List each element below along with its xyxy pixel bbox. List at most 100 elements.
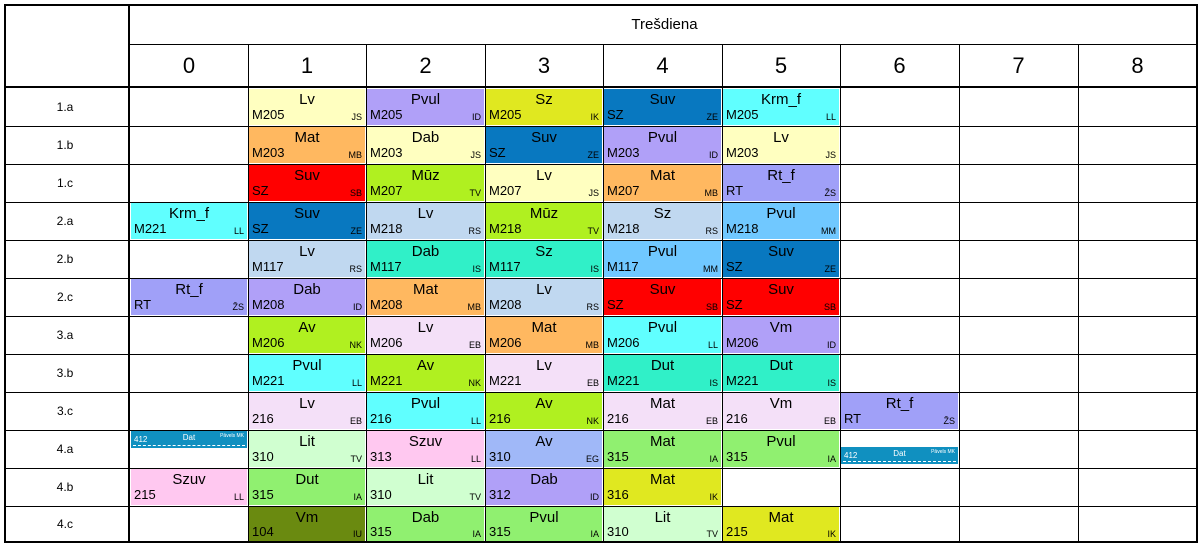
lesson-cell[interactable]: Lv M203 JS: [723, 127, 839, 163]
lesson-subject: Dab: [530, 471, 558, 488]
class-column-rule: [128, 4, 130, 543]
lesson-cell[interactable]: Sz M117 IS: [486, 241, 602, 277]
lesson-subject: Av: [298, 319, 316, 336]
lesson-cell[interactable]: Lit 310 TV: [367, 469, 484, 505]
lesson-cell[interactable]: Vm 216 EB: [723, 393, 839, 429]
lesson-cell[interactable]: Mūz M207 TV: [367, 165, 484, 201]
lesson-room: RT: [726, 183, 744, 198]
lesson-subject: Rt_f: [175, 281, 203, 298]
lesson-cell[interactable]: Mūz M218 TV: [486, 203, 602, 239]
lesson-cell[interactable]: Rt_f RT ŽS: [841, 393, 958, 429]
lesson-room: M117: [252, 259, 284, 274]
lesson-teacher: EB: [349, 416, 362, 426]
lesson-cell[interactable]: Lv M208 RS: [486, 279, 602, 315]
lesson-cell[interactable]: Lv 216 EB: [249, 393, 365, 429]
lesson-room: M218: [607, 221, 640, 236]
class-label-4.c: 4.c: [56, 517, 73, 531]
lesson-teacher: IS: [709, 378, 718, 388]
lesson-cell[interactable]: Pvul M206 LL: [604, 317, 721, 353]
lesson-subject: Suv: [768, 281, 794, 298]
lesson-cell[interactable]: Pvul 315 IA: [723, 431, 839, 467]
lesson-cell[interactable]: Pvul M117 MM: [604, 241, 721, 277]
lesson-cell[interactable]: Dut 315 IA: [249, 469, 365, 505]
lesson-subject: Vm: [769, 319, 793, 336]
lesson-cell[interactable]: Mat M207 MB: [604, 165, 721, 201]
lesson-teacher: LL: [707, 340, 718, 350]
lesson-cell[interactable]: Mat M206 MB: [486, 317, 602, 353]
lesson-cell[interactable]: Suv SZ ZE: [249, 203, 365, 239]
lesson-room: 310: [370, 487, 392, 502]
lesson-subject: Suv: [294, 205, 320, 222]
lesson-cell[interactable]: Dut M221 IS: [604, 355, 721, 391]
lesson-cell[interactable]: Dut M221 IS: [723, 355, 839, 391]
lesson-teacher: RS: [586, 302, 599, 312]
lesson-cell[interactable]: Av M221 NK: [367, 355, 484, 391]
lesson-cell[interactable]: Krm_f M205 LL: [723, 89, 839, 125]
lesson-teacher: TV: [469, 492, 481, 502]
lesson-teacher: IA: [590, 529, 599, 539]
lesson-subject: Lit: [299, 433, 315, 450]
lesson-cell[interactable]: Pvul 216 LL: [367, 393, 484, 429]
lesson-cell[interactable]: Dab 315 IA: [367, 507, 484, 542]
lesson-cell[interactable]: Suv SZ ZE: [486, 127, 602, 163]
lesson-subject: Pvul: [647, 319, 678, 336]
row-rule: [4, 202, 1197, 203]
lesson-subject: Mat: [768, 509, 794, 526]
lesson-room: 315: [726, 449, 748, 464]
lesson-cell[interactable]: Krm_f M221 LL: [131, 203, 247, 239]
lesson-cell[interactable]: Vm 104 IU: [249, 507, 365, 542]
lesson-cell[interactable]: Szuv 215 LL: [131, 469, 247, 505]
lesson-subject: Pvul: [647, 243, 678, 260]
lesson-cell[interactable]: Lit 310 TV: [249, 431, 365, 467]
lesson-cell[interactable]: Pvul M205 ID: [367, 89, 484, 125]
lesson-cell[interactable]: Mat M208 MB: [367, 279, 484, 315]
lesson-cell[interactable]: Suv SZ SB: [723, 279, 839, 315]
lesson-cell[interactable]: Vm M206 ID: [723, 317, 839, 353]
lesson-teacher: EB: [823, 416, 836, 426]
lesson-cell[interactable]: Dab 312 ID: [486, 469, 602, 505]
lesson-cell[interactable]: Mat 316 IK: [604, 469, 721, 505]
lesson-cell[interactable]: Lv M218 RS: [367, 203, 484, 239]
lesson-cell[interactable]: Suv SZ ZE: [604, 89, 721, 125]
lesson-cell[interactable]: Av 216 NK: [486, 393, 602, 429]
lesson-cell[interactable]: Sz M205 IK: [486, 89, 602, 125]
lesson-subject: Dut: [769, 357, 793, 374]
lesson-room: M221: [370, 373, 403, 388]
lesson-cell[interactable]: Dab M208 ID: [249, 279, 365, 315]
lesson-cell[interactable]: Mat 216 EB: [604, 393, 721, 429]
class-label-3.a: 3.a: [56, 328, 74, 342]
lesson-cell[interactable]: Av M206 NK: [249, 317, 365, 353]
lesson-cell[interactable]: Lv M206 EB: [367, 317, 484, 353]
lesson-teacher: TV: [350, 454, 362, 464]
lesson-room: M206: [370, 335, 403, 350]
lesson-teacher: ZE: [587, 150, 599, 160]
lesson-cell[interactable]: Szuv 313 LL: [367, 431, 484, 467]
lesson-cell[interactable]: Mat 215 IK: [723, 507, 839, 542]
lesson-cell[interactable]: Suv SZ ZE: [723, 241, 839, 277]
lesson-cell[interactable]: Dat 412 Pāvels MK: [131, 431, 247, 448]
lesson-cell[interactable]: Rt_f RT ŽS: [131, 279, 247, 315]
lesson-cell[interactable]: Sz M218 RS: [604, 203, 721, 239]
lesson-cell[interactable]: Lv M205 JS: [249, 89, 365, 125]
lesson-cell[interactable]: Dab M117 IS: [367, 241, 484, 277]
lesson-cell[interactable]: Pvul M218 MM: [723, 203, 839, 239]
lesson-cell[interactable]: Suv SZ SB: [604, 279, 721, 315]
lesson-cell[interactable]: Pvul M221 LL: [249, 355, 365, 391]
lesson-cell[interactable]: Lv M117 RS: [249, 241, 365, 277]
lesson-teacher: TV: [587, 226, 599, 236]
lesson-cell[interactable]: Suv SZ SB: [249, 165, 365, 201]
lesson-cell[interactable]: Lit 310 TV: [604, 507, 721, 542]
lesson-cell[interactable]: Pvul M203 ID: [604, 127, 721, 163]
row-rule: [4, 240, 1197, 241]
lesson-cell[interactable]: Pvul 315 IA: [486, 507, 602, 542]
header-divider: [130, 44, 1197, 45]
lesson-cell[interactable]: Rt_f RT ŽS: [723, 165, 839, 201]
lesson-cell[interactable]: Lv M221 EB: [486, 355, 602, 391]
lesson-cell[interactable]: Mat 315 IA: [604, 431, 721, 467]
lesson-teacher: ID: [590, 492, 599, 502]
lesson-cell[interactable]: Dab M203 JS: [367, 127, 484, 163]
lesson-cell[interactable]: Dat 412 Pāvels MK: [841, 447, 958, 464]
lesson-cell[interactable]: Mat M203 MB: [249, 127, 365, 163]
lesson-cell[interactable]: Av 310 EG: [486, 431, 602, 467]
lesson-cell[interactable]: Lv M207 JS: [486, 165, 602, 201]
